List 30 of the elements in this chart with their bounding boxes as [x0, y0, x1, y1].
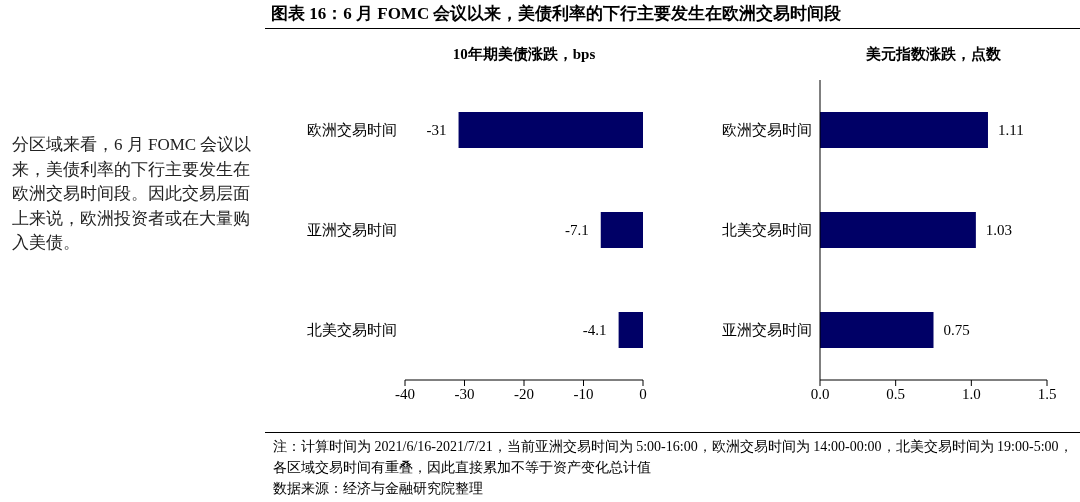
- data-label: -4.1: [582, 322, 607, 338]
- y-tick-label: 亚洲交易时间: [307, 222, 397, 239]
- x-tick-label: 0: [639, 385, 647, 402]
- bar: [820, 112, 988, 148]
- x-tick-label: 0.0: [810, 385, 830, 402]
- y-tick-label: 北美交易时间: [307, 322, 397, 339]
- data-label: 0.75: [943, 322, 970, 338]
- y-tick-label: 欧洲交易时间: [307, 122, 397, 139]
- bar: [820, 212, 976, 248]
- bar: [820, 312, 934, 348]
- y-tick-label: 北美交易时间: [722, 222, 812, 239]
- x-tick-label: 1.5: [1037, 385, 1057, 402]
- x-tick-label: -20: [514, 385, 534, 402]
- data-label: 1.11: [997, 122, 1024, 138]
- x-tick-label: -40: [395, 385, 415, 402]
- data-label: -31: [426, 122, 447, 138]
- data-label: -7.1: [565, 222, 589, 238]
- text: 注：计算时间为 2021/6/16-2021/7/21，当前亚洲交易时间为 5:00-16:00，欧洲交易时间为 14:00-00:00，北美交易时间为 19:00-5:00，各区域交易时间有重叠，因此直接累加不等于资产变化总计值: [273, 438, 1074, 477]
- text: 图表 16：6 月 FOMC 会议以来，美债利率的下行主要发生在欧洲交易时间段: [265, 2, 1080, 29]
- data-label: 1.03: [985, 222, 1013, 238]
- x-tick-label: -30: [454, 385, 475, 402]
- y-tick-label: 亚洲交易时间: [722, 322, 812, 339]
- x-tick-label: -10: [573, 385, 594, 402]
- x-tick-label: 1.0: [961, 385, 981, 402]
- chart-title: 10年期美债涨跌，bps: [451, 45, 597, 64]
- chart-title: 美元指数涨跌，点数: [865, 45, 1002, 64]
- x-tick-label: 0.5: [886, 385, 906, 402]
- text: 分区域来看，6 月 FOMC 会议以来，美债利率的下行主要发生在欧洲交易时间段。因此交易层面上来说，欧洲投资者或在大量购入美债。: [12, 134, 253, 255]
- y-tick-label: 欧洲交易时间: [722, 122, 812, 139]
- source-note: 数据来源：经济与金融研究院整理: [273, 480, 484, 498]
